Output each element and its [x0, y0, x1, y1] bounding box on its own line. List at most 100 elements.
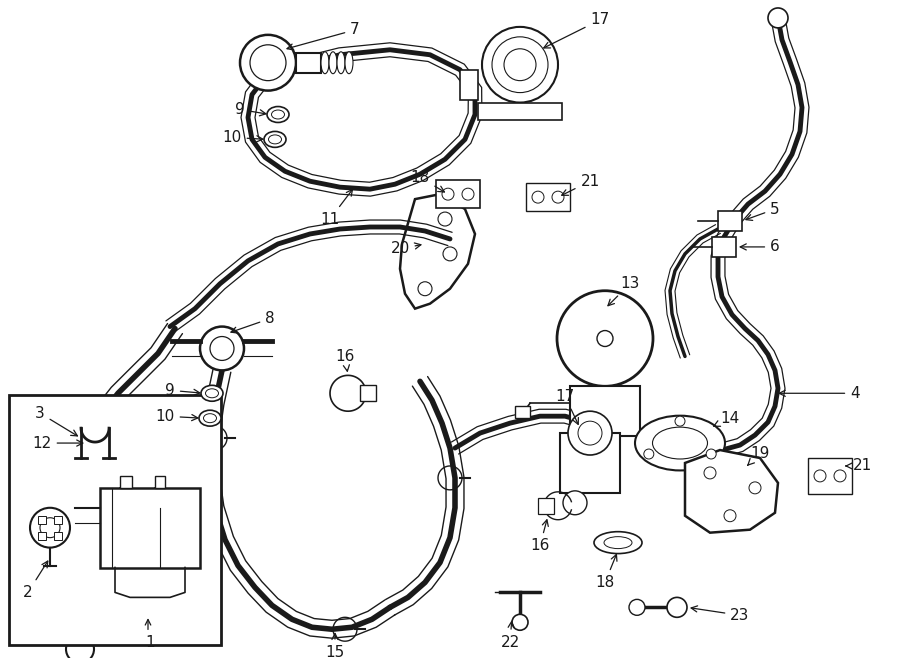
- Text: 16: 16: [336, 349, 355, 371]
- Polygon shape: [685, 450, 778, 533]
- Text: 4: 4: [779, 386, 860, 401]
- Circle shape: [724, 510, 736, 522]
- Text: 15: 15: [326, 633, 345, 660]
- Text: 9: 9: [165, 383, 200, 398]
- Bar: [360, 385, 376, 401]
- Ellipse shape: [272, 110, 284, 119]
- Circle shape: [30, 508, 70, 547]
- Circle shape: [578, 421, 602, 445]
- Ellipse shape: [329, 52, 337, 73]
- Circle shape: [492, 37, 548, 93]
- Bar: [100, 488, 200, 568]
- Circle shape: [675, 416, 685, 426]
- Circle shape: [504, 49, 536, 81]
- Text: 18: 18: [596, 555, 617, 590]
- Bar: [38, 516, 46, 524]
- Circle shape: [462, 188, 474, 200]
- Circle shape: [706, 449, 716, 459]
- Bar: [460, 69, 478, 100]
- Ellipse shape: [201, 385, 223, 401]
- Circle shape: [644, 449, 653, 459]
- Text: 6: 6: [740, 239, 780, 254]
- Circle shape: [66, 635, 94, 661]
- Circle shape: [210, 336, 234, 360]
- Text: 16: 16: [530, 520, 550, 553]
- Text: 8: 8: [231, 311, 274, 333]
- Text: 3: 3: [35, 406, 77, 436]
- Bar: [9, 395, 220, 645]
- Circle shape: [532, 191, 544, 203]
- Bar: [120, 476, 132, 488]
- Ellipse shape: [345, 52, 353, 73]
- Text: 13: 13: [608, 276, 640, 305]
- Circle shape: [629, 600, 645, 615]
- Bar: [718, 211, 742, 231]
- Text: 22: 22: [500, 621, 519, 650]
- Ellipse shape: [199, 410, 221, 426]
- Ellipse shape: [203, 414, 217, 422]
- Circle shape: [512, 614, 528, 630]
- Text: 20: 20: [391, 241, 421, 256]
- Circle shape: [704, 467, 716, 479]
- Ellipse shape: [267, 106, 289, 122]
- Text: 18: 18: [410, 170, 445, 192]
- Polygon shape: [400, 194, 475, 309]
- Ellipse shape: [264, 132, 286, 147]
- Circle shape: [240, 35, 296, 91]
- Text: 11: 11: [320, 190, 353, 227]
- Circle shape: [250, 45, 286, 81]
- Circle shape: [768, 8, 788, 28]
- Circle shape: [443, 247, 457, 261]
- Circle shape: [834, 470, 846, 482]
- Text: 17: 17: [555, 389, 579, 424]
- Ellipse shape: [337, 52, 345, 73]
- Bar: [155, 476, 165, 488]
- Circle shape: [40, 518, 60, 537]
- Text: 21: 21: [846, 459, 871, 473]
- Ellipse shape: [594, 531, 642, 553]
- Text: 21: 21: [562, 174, 599, 195]
- Ellipse shape: [604, 537, 632, 549]
- Text: 12: 12: [32, 436, 83, 451]
- Bar: [296, 53, 321, 73]
- Circle shape: [749, 482, 761, 494]
- Bar: [526, 183, 570, 211]
- Circle shape: [438, 212, 452, 226]
- Ellipse shape: [268, 135, 282, 144]
- Ellipse shape: [635, 416, 725, 471]
- Text: 17: 17: [544, 13, 609, 48]
- Text: 9: 9: [235, 102, 266, 117]
- Text: 23: 23: [691, 606, 750, 623]
- Bar: [570, 386, 640, 436]
- Text: 2: 2: [23, 561, 48, 600]
- Circle shape: [552, 191, 564, 203]
- Bar: [54, 516, 62, 524]
- Bar: [538, 498, 554, 514]
- Bar: [808, 458, 852, 494]
- Bar: [515, 407, 530, 418]
- Text: 7: 7: [287, 22, 360, 50]
- Ellipse shape: [652, 427, 707, 459]
- Text: 19: 19: [748, 446, 770, 465]
- Circle shape: [418, 282, 432, 295]
- Circle shape: [200, 327, 244, 370]
- Text: 14: 14: [714, 410, 740, 426]
- Bar: [54, 531, 62, 539]
- Ellipse shape: [205, 389, 219, 398]
- Circle shape: [563, 491, 587, 515]
- Text: 5: 5: [746, 202, 779, 220]
- Bar: [478, 102, 562, 120]
- Circle shape: [597, 330, 613, 346]
- Circle shape: [568, 411, 612, 455]
- Bar: [38, 531, 46, 539]
- Circle shape: [667, 598, 687, 617]
- Text: 1: 1: [145, 635, 155, 650]
- Bar: [560, 433, 620, 493]
- Circle shape: [442, 188, 454, 200]
- Circle shape: [557, 291, 653, 386]
- Bar: [712, 237, 736, 257]
- Circle shape: [482, 27, 558, 102]
- Ellipse shape: [321, 52, 329, 73]
- Circle shape: [814, 470, 826, 482]
- Text: 10: 10: [222, 130, 263, 145]
